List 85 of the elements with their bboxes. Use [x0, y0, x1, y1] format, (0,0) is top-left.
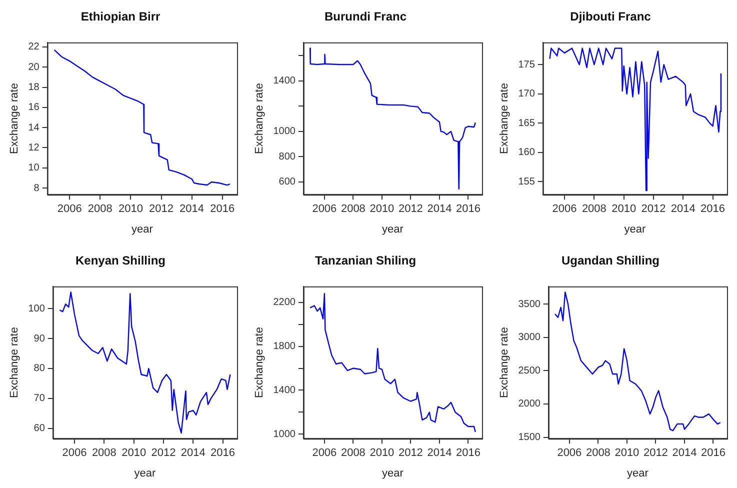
y-tick-label: 10: [28, 162, 40, 174]
x-tick-label: 2006: [557, 447, 582, 460]
y-axis-title: Exchange rate: [8, 83, 21, 154]
y-tick-label: 80: [34, 363, 46, 374]
x-axis-title: year: [382, 467, 404, 480]
y-tick-label: 2000: [518, 398, 541, 410]
chart-title: Djibouti Franc: [570, 10, 652, 24]
y-tick-label: 2200: [273, 297, 296, 308]
y-tick-label: 155: [518, 176, 536, 188]
y-tick-label: 165: [518, 118, 536, 129]
x-tick-label: 2006: [312, 203, 337, 216]
y-tick-label: 100: [28, 303, 46, 314]
y-tick-label: 1000: [273, 428, 296, 440]
x-axis-title: year: [134, 467, 156, 480]
chart-title: Tanzanian Shiling: [314, 254, 416, 268]
x-tick-label: 2014: [672, 447, 697, 460]
chart-title: Ethiopian Birr: [80, 10, 160, 24]
y-tick-label: 90: [34, 333, 46, 344]
y-tick-label: 1500: [518, 432, 541, 444]
x-tick-label: 2010: [614, 447, 640, 460]
x-tick-label: 2016: [456, 203, 480, 216]
x-tick-label: 2012: [398, 447, 423, 460]
x-tick-label: 2014: [427, 203, 452, 216]
y-tick-label: 1400: [273, 76, 296, 87]
x-tick-label: 2012: [641, 203, 666, 216]
x-tick-label: 2008: [340, 447, 366, 460]
x-tick-label: 2006: [57, 203, 82, 216]
x-axis-title: year: [627, 467, 649, 480]
y-tick-label: 60: [34, 423, 46, 434]
x-tick-label: 2014: [180, 447, 206, 460]
x-tick-label: 2012: [643, 447, 668, 460]
x-axis-title: year: [131, 223, 154, 236]
x-axis-title: year: [382, 223, 404, 236]
x-tick-label: 2014: [670, 203, 696, 216]
y-tick-label: 160: [518, 147, 536, 158]
y-axis-title: Exchange rate: [498, 327, 511, 398]
x-tick-label: 2012: [151, 447, 176, 460]
x-tick-label: 2008: [582, 203, 606, 216]
y-tick-label: 170: [518, 88, 536, 100]
y-tick-label: 18: [28, 82, 40, 94]
y-axis-title: Exchange rate: [254, 327, 266, 398]
y-tick-label: 2500: [518, 365, 541, 376]
x-tick-label: 2006: [552, 203, 577, 216]
x-tick-label: 2012: [149, 203, 174, 216]
x-tick-label: 2010: [370, 203, 394, 216]
y-tick-label: 22: [28, 42, 40, 53]
y-axis-title: Exchange rate: [498, 83, 511, 154]
y-tick-label: 1400: [273, 385, 296, 396]
x-tick-label: 2016: [210, 447, 236, 460]
y-tick-label: 20: [28, 62, 40, 73]
x-tick-label: 2012: [398, 203, 423, 216]
y-tick-label: 12: [28, 142, 40, 154]
y-tick-label: 600: [278, 176, 296, 188]
x-tick-label: 2008: [88, 203, 112, 216]
x-tick-label: 2010: [370, 447, 394, 460]
y-tick-label: 3000: [518, 332, 541, 344]
chart-title: Kenyan Shilling: [75, 254, 166, 268]
y-tick-label: 14: [28, 122, 40, 134]
x-tick-label: 2016: [700, 447, 726, 460]
y-tick-label: 175: [518, 59, 536, 70]
y-axis-title: Exchange rate: [8, 327, 21, 398]
y-tick-label: 800: [278, 151, 296, 162]
y-tick-label: 3500: [518, 298, 541, 310]
x-tick-label: 2008: [92, 447, 116, 460]
x-axis-title: year: [624, 223, 646, 236]
x-tick-label: 2010: [118, 203, 143, 216]
x-tick-label: 2008: [340, 203, 366, 216]
y-tick-label: 1000: [273, 126, 296, 138]
y-tick-label: 1800: [273, 341, 296, 352]
x-tick-label: 2010: [122, 447, 146, 460]
x-tick-label: 2006: [312, 447, 337, 460]
x-tick-label: 2014: [427, 447, 452, 460]
y-tick-label: 16: [28, 102, 40, 114]
y-tick-label: 70: [34, 393, 46, 404]
chart-title: Ugandan Shilling: [562, 254, 660, 268]
y-axis-title: Exchange rate: [254, 83, 266, 154]
x-tick-label: 2006: [62, 447, 87, 460]
x-tick-label: 2016: [210, 203, 235, 216]
x-tick-label: 2016: [456, 447, 480, 460]
x-tick-label: 2014: [180, 203, 204, 216]
y-tick-label: 8: [34, 182, 40, 194]
x-tick-label: 2008: [586, 447, 610, 460]
x-tick-label: 2010: [612, 203, 636, 216]
chart-title: Burundi Franc: [324, 10, 407, 24]
x-tick-label: 2016: [700, 203, 726, 216]
